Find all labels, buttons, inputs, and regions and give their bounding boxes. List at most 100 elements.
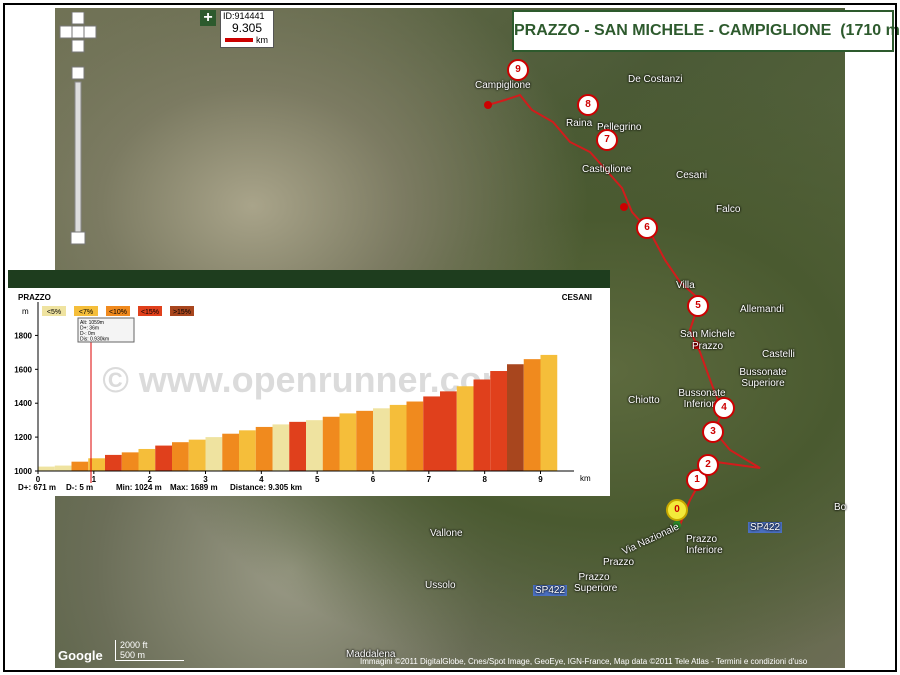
profile-bar: [255, 426, 273, 471]
profile-bar: [440, 391, 457, 471]
map-nav-control[interactable]: [58, 12, 98, 252]
tooltip-line: Alt: 1059m: [80, 320, 104, 326]
profile-stat: Max: 1689 m: [170, 483, 218, 492]
place: Campiglione: [475, 80, 531, 91]
marker[interactable]: 5: [687, 295, 709, 317]
y-tick-label: 1800: [14, 331, 32, 340]
legend-label: <7%: [79, 309, 93, 316]
route-id: ID:914441: [223, 11, 265, 21]
tooltip-line: D-: 0m: [80, 331, 95, 337]
legend-swatch: [170, 306, 194, 316]
x-tick-label: 0: [36, 475, 41, 484]
profile-bar: [356, 410, 373, 471]
profile-stat: Distance: 9.305 km: [230, 483, 302, 492]
distance-unit: km: [256, 35, 268, 45]
y-tick-label: 1000: [14, 467, 32, 476]
profile-stat: D-: 5 m: [66, 483, 93, 492]
x-tick-label: 3: [203, 475, 208, 484]
legend-label: <10%: [109, 309, 127, 316]
profile-bar: [188, 439, 206, 471]
x-tick-label: 9: [538, 475, 543, 484]
legend-swatch: [74, 306, 98, 316]
route-end: [484, 101, 492, 109]
legend-swatch: [138, 306, 162, 316]
copyright: Immagini ©2011 DigitalGlobe, Cnes/Spot I…: [360, 657, 808, 666]
profile-bar: [289, 421, 306, 471]
profile-bar: [507, 364, 524, 471]
y-tick-label: 1400: [14, 399, 32, 408]
route-point: [620, 203, 628, 211]
profile-bar: [322, 416, 340, 471]
frame: [3, 3, 897, 672]
profile-bar: [222, 433, 239, 471]
tooltip-line: D+: 36m: [80, 326, 99, 332]
x-tick-label: 4: [259, 475, 264, 484]
place: Chiotto: [628, 395, 660, 406]
profile-bar: [121, 452, 139, 471]
y-tick-label: 1200: [14, 433, 32, 442]
x-tick-label: 8: [482, 475, 487, 484]
place: San Michele: [680, 329, 736, 340]
place: Maddalena: [346, 649, 396, 660]
profile-stat: D+: 671 m: [18, 483, 56, 492]
profile-bar: [88, 458, 105, 471]
profile-bar: [38, 466, 55, 471]
x-tick-label: 5: [315, 475, 320, 484]
profile-bar: [54, 465, 72, 471]
place: Bussonate Superiore: [739, 367, 787, 389]
route: [487, 93, 761, 526]
route-start: [673, 521, 681, 529]
scale-bar: 2000 ft 500 m: [115, 640, 184, 661]
profile-bar: [473, 379, 491, 471]
profile-bar: [172, 442, 189, 471]
place: Castiglione: [582, 164, 632, 175]
profile-bar: [389, 404, 407, 471]
place: Pellegrino: [597, 122, 642, 133]
marker[interactable]: 6: [636, 217, 658, 239]
tooltip-line: Dis: 0.930km: [80, 337, 109, 343]
place: Vallone: [430, 528, 463, 539]
x-unit: km: [580, 474, 591, 483]
add-button[interactable]: +: [200, 10, 216, 26]
marker[interactable]: 4: [713, 397, 735, 419]
route-point: [692, 341, 700, 349]
place: Cesani: [676, 170, 708, 181]
marker[interactable]: 8: [577, 94, 599, 116]
start-label: PRAZZO: [18, 293, 51, 302]
x-tick-label: 7: [427, 475, 432, 484]
profile-bar: [155, 445, 172, 471]
legend-swatch: [106, 306, 130, 316]
end-label: CESANI: [562, 293, 592, 302]
place: Prazzo Inferiore: [686, 534, 723, 556]
marker[interactable]: 9: [507, 59, 529, 81]
place: Bussonate Inferiore: [678, 388, 726, 410]
profile-header: [8, 270, 610, 288]
place: Villa: [676, 280, 695, 291]
marker[interactable]: 7: [596, 129, 618, 151]
place: Castelli: [762, 349, 795, 360]
legend-label: >15%: [173, 309, 191, 316]
marker[interactable]: 3: [702, 421, 724, 443]
profile-bar: [339, 413, 357, 471]
x-tick-label: 1: [92, 475, 97, 484]
place: Ussolo: [425, 580, 456, 591]
profile-bar: [105, 454, 122, 471]
distance-value: 9.305: [231, 21, 263, 35]
legend-label: <15%: [141, 309, 159, 316]
marker[interactable]: 0: [666, 499, 688, 521]
profile-bar: [490, 371, 507, 471]
profile-bar: [373, 408, 390, 471]
y-unit: m: [22, 307, 29, 316]
profile-bar: [523, 359, 541, 471]
x-tick-label: 2: [147, 475, 152, 484]
legend-label: <5%: [47, 309, 61, 316]
place: De Costanzi: [628, 74, 683, 85]
profile-bar: [205, 437, 223, 471]
profile-bar: [456, 386, 474, 471]
legend-swatch: [42, 306, 66, 316]
place: Prazzo Superiore: [574, 572, 618, 594]
place: Prazzo: [603, 557, 635, 568]
marker[interactable]: 2: [697, 454, 719, 476]
